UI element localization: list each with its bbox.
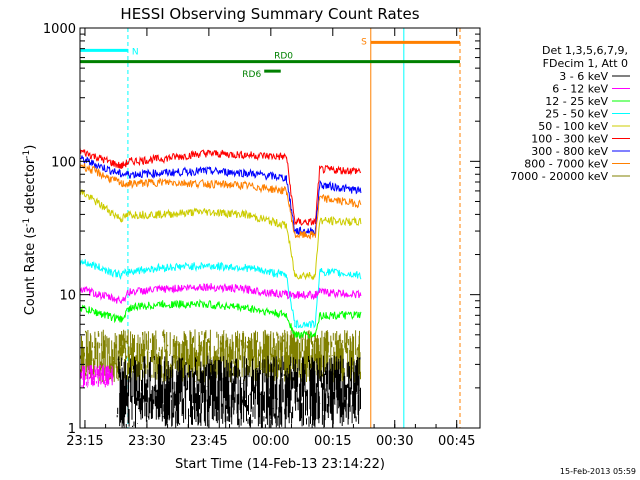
legend-label-1: 6 - 12 keV: [552, 83, 608, 96]
y-axis-label: Count Rate (s-1 detector-1): [22, 145, 38, 316]
legend-label-4: 50 - 100 keV: [538, 120, 608, 133]
legend-label-6: 300 - 800 keV: [531, 145, 608, 158]
series-r3_6: [116, 355, 361, 428]
x-tick-label-0: 23:15: [66, 434, 103, 449]
legend-header-0: Det 1,3,5,6,7,9,: [542, 44, 628, 57]
legend-label-5: 100 - 300 keV: [531, 133, 608, 146]
series-r50_100: [79, 189, 362, 281]
series-r100_300: [79, 147, 362, 226]
series-r12_25: [79, 298, 362, 339]
bar-label-s: S: [361, 37, 367, 47]
x-tick-label-5: 00:30: [376, 434, 413, 449]
series-r25_50: [79, 258, 362, 329]
y-tick-label-1: 10: [59, 289, 76, 304]
legend-label-3: 25 - 50 keV: [545, 108, 608, 121]
legend-header-1: FDecim 1, Att 0: [543, 57, 628, 70]
y-tick-label-3: 1000: [43, 22, 76, 37]
legend-label-8: 7000 - 20000 keV: [510, 170, 608, 183]
bar-label-rd6: RD6: [242, 70, 261, 80]
plot-frame: [79, 27, 481, 429]
x-tick-label-4: 00:15: [314, 434, 351, 449]
x-tick-label-3: 00:00: [252, 434, 289, 449]
y-tick-label-2: 100: [51, 155, 76, 170]
legend-label-0: 3 - 6 keV: [559, 70, 608, 83]
y-tick-label-0: 1: [68, 422, 76, 437]
series-r800_7000: [79, 162, 362, 240]
series-r6_12: [79, 283, 362, 304]
x-tick-label-1: 23:30: [128, 434, 165, 449]
bar-label-n: N: [132, 47, 139, 57]
x-axis-label: Start Time (14-Feb-13 23:14:22): [175, 457, 385, 472]
legend-label-7: 800 - 7000 keV: [524, 158, 608, 171]
legend: Det 1,3,5,6,7,9,FDecim 1, Att 03 - 6 keV…: [510, 44, 630, 183]
legend-label-2: 12 - 25 keV: [545, 95, 608, 108]
chart-title: HESSI Observing Summary Count Rates: [120, 5, 419, 23]
x-tick-label-2: 23:45: [190, 434, 227, 449]
bar-label-rd0: RD0: [274, 52, 293, 62]
timestamp: 15-Feb-2013 05:59: [560, 467, 636, 476]
r3_6-noise: [116, 355, 361, 428]
x-tick-label-6: 00:45: [438, 434, 475, 449]
